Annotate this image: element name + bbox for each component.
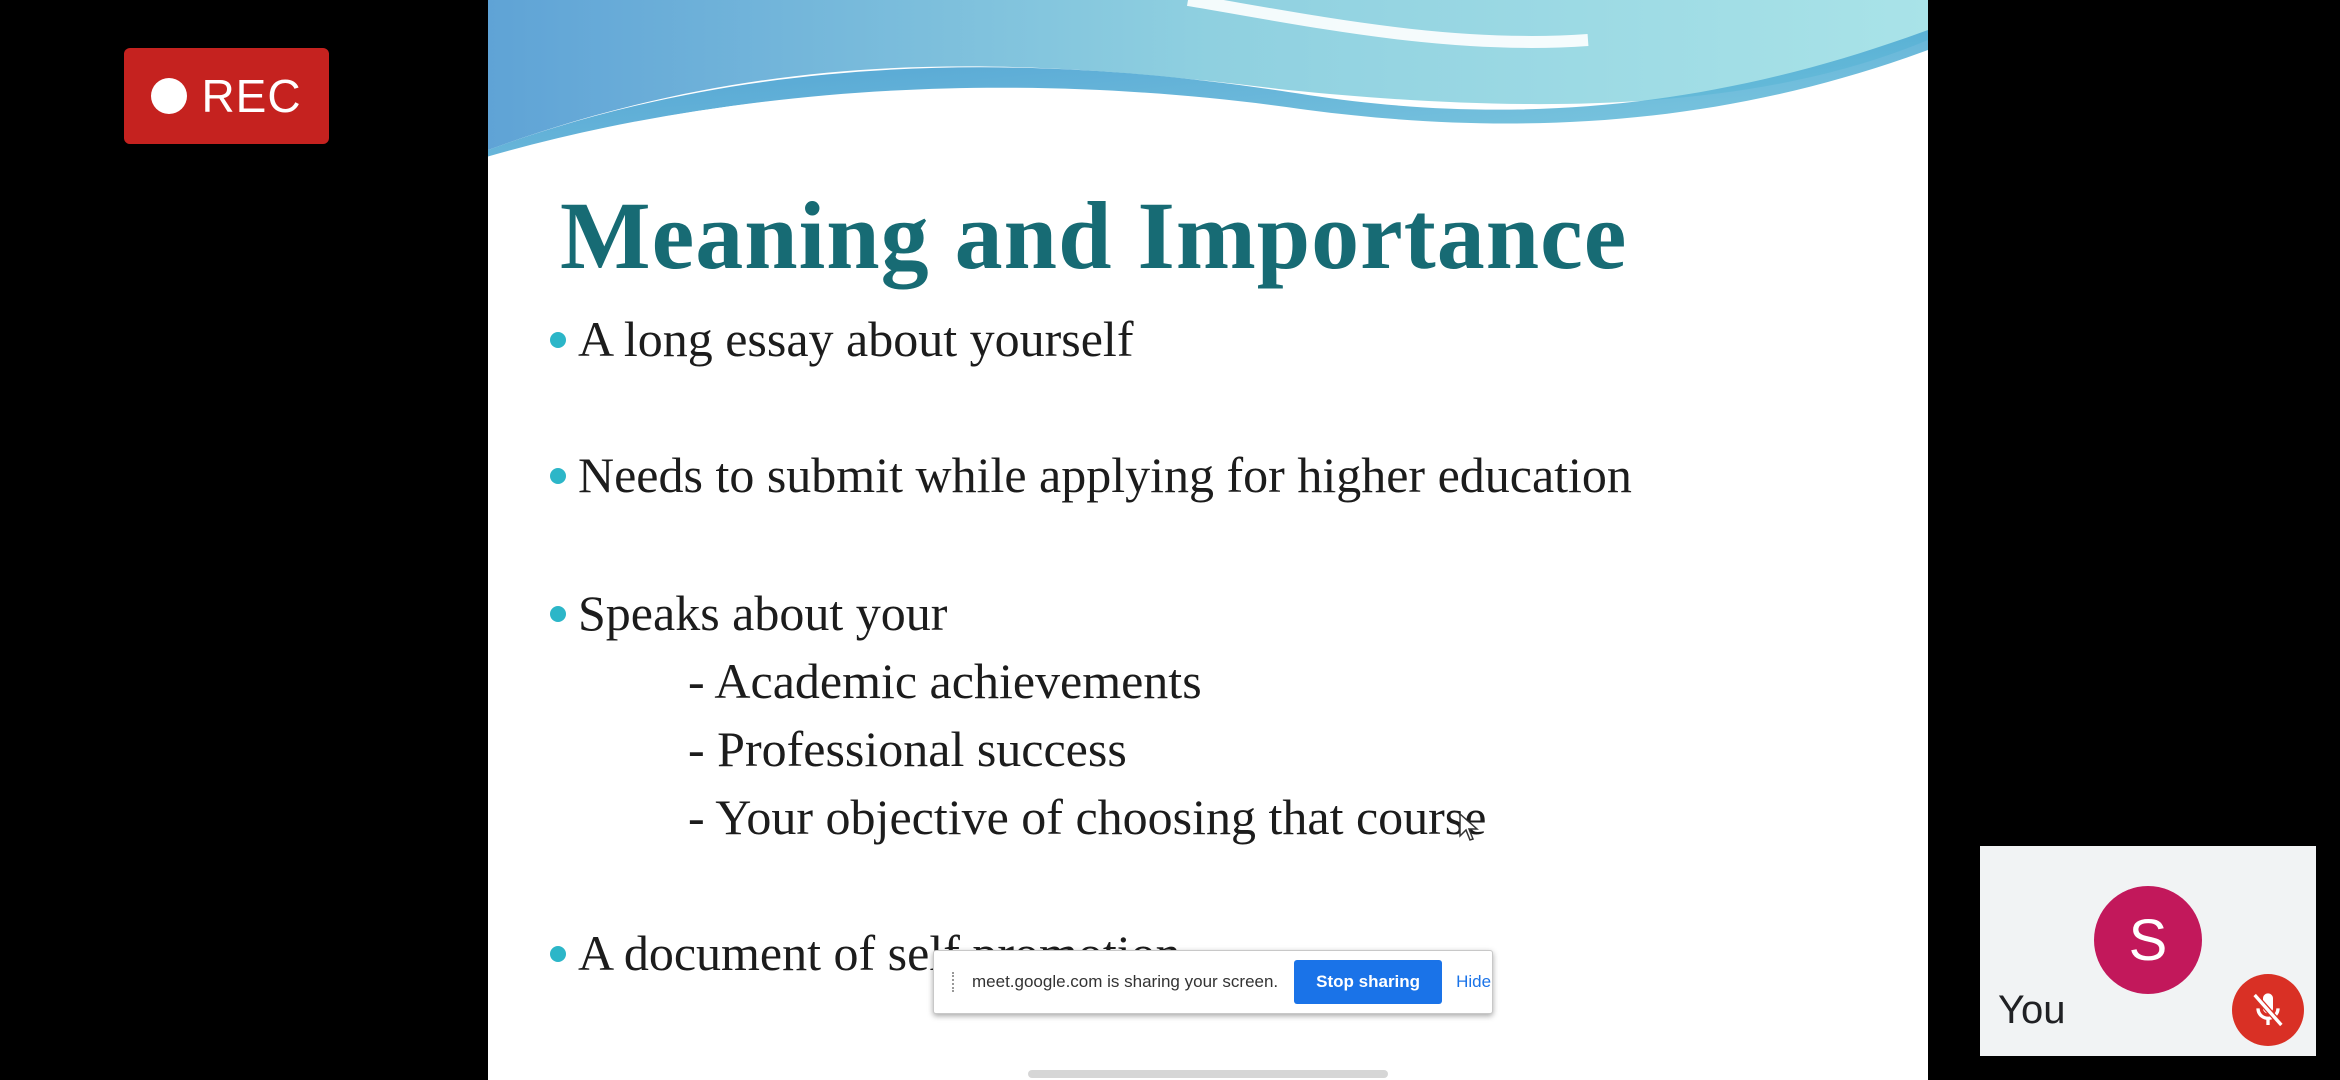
- scroll-indicator: [1028, 1070, 1388, 1078]
- bullet-text: A long essay about yourself: [578, 311, 1134, 367]
- avatar: S: [2094, 886, 2202, 994]
- record-dot-icon: [151, 78, 188, 114]
- bullet-dot-icon: [550, 946, 566, 962]
- slide-title: Meaning and Importance: [560, 182, 1628, 289]
- drag-handle-icon[interactable]: [952, 972, 958, 992]
- bullet-text: Speaks about your: [578, 585, 948, 641]
- stop-sharing-button[interactable]: Stop sharing: [1294, 960, 1443, 1004]
- bullet-item: A long essay about yourself: [550, 310, 1134, 368]
- slide-wave-decoration: [488, 0, 1928, 160]
- sub-item: - Your objective of choosing that course: [688, 789, 1487, 845]
- mouse-cursor-icon: [1459, 812, 1479, 841]
- screen-sharing-bar: meet.google.com is sharing your screen. …: [933, 950, 1493, 1014]
- bullet-item: Speaks about your: [550, 584, 948, 642]
- bullet-dot-icon: [550, 332, 566, 348]
- mic-off-icon[interactable]: [2232, 974, 2304, 1046]
- recording-badge: REC: [124, 48, 329, 144]
- presented-slide: Meaning and Importance A long essay abou…: [488, 0, 1928, 1080]
- participant-name: You: [1998, 988, 2066, 1032]
- bullet-text: Needs to submit while applying for highe…: [578, 447, 1632, 503]
- bullet-item: Needs to submit while applying for highe…: [550, 446, 1632, 504]
- bullet-dot-icon: [550, 606, 566, 622]
- hide-button[interactable]: Hide: [1456, 972, 1492, 991]
- bullet-dot-icon: [550, 468, 566, 484]
- recording-label: REC: [201, 70, 302, 122]
- sub-item: - Academic achievements: [688, 653, 1202, 709]
- sub-item: - Professional success: [688, 721, 1127, 777]
- self-video-tile[interactable]: S You: [1980, 846, 2316, 1056]
- sharing-message: meet.google.com is sharing your screen.: [972, 972, 1279, 991]
